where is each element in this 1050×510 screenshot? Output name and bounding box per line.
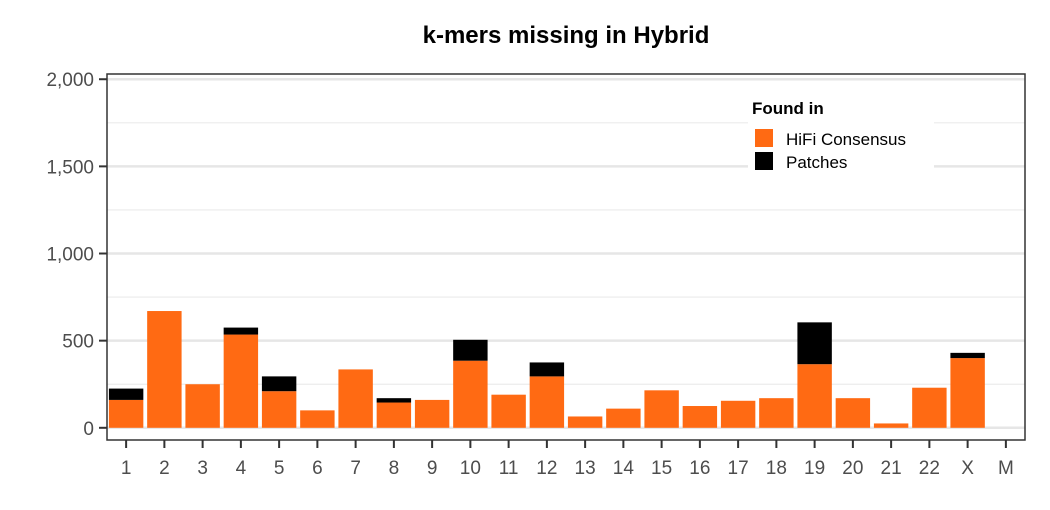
bar-hifi-consensus-chr-14	[606, 408, 641, 428]
x-tick-label: 11	[499, 458, 519, 479]
legend-title: Found in	[752, 99, 824, 118]
bar-hifi-consensus-chr-10	[453, 360, 488, 428]
x-tick-label: 13	[575, 458, 596, 479]
bar-patches-chr-1	[108, 388, 144, 400]
bar-patches-chr-5	[261, 376, 297, 392]
x-tick-label: 18	[766, 458, 787, 479]
x-tick-label: 1	[121, 458, 132, 479]
legend: Found in HiFi Consensus Patches	[748, 92, 934, 176]
bar-hifi-consensus-chr-22	[912, 387, 947, 428]
x-tick-label: 15	[651, 458, 672, 479]
y-tick-label: 1,500	[46, 157, 94, 178]
x-tick-label: 22	[919, 458, 940, 479]
x-axis: 1 2 3 4 5 6 7 8 9 10 11 12 13 14 15 16 17 18 19 20 21 22 X M	[121, 440, 1014, 479]
bar-patches-chr-4	[223, 327, 259, 335]
x-tick-label: 5	[274, 458, 285, 479]
x-tick-label: 19	[804, 458, 825, 479]
x-tick-label: 3	[197, 458, 208, 479]
bar-patches-chr-x	[950, 352, 985, 359]
y-axis: 0 500 1,000 1,500 2,000	[46, 70, 107, 440]
x-tick-label: 6	[312, 458, 323, 479]
bar-hifi-consensus-chr-2	[147, 311, 182, 428]
x-tick-label: 20	[842, 458, 863, 479]
y-tick-label: 2,000	[46, 70, 94, 91]
y-tick-label: 500	[62, 332, 94, 353]
bar-hifi-consensus-chr-5	[261, 391, 297, 428]
x-tick-label: 21	[881, 458, 902, 479]
bar-hifi-consensus-chr-16	[682, 406, 718, 428]
bar-hifi-consensus-chr-8	[376, 402, 412, 428]
bar-patches-chr-8	[376, 398, 412, 403]
legend-key-hifi-consensus	[755, 129, 773, 147]
x-tick-label: 10	[460, 458, 481, 479]
x-tick-label: 17	[728, 458, 749, 479]
bar-patches-chr-10	[453, 339, 488, 361]
bar-hifi-consensus-chr-1	[108, 399, 144, 428]
bar-hifi-consensus-chr-3	[185, 384, 220, 428]
bar-hifi-consensus-chr-12	[529, 376, 565, 428]
x-tick-label: 7	[350, 458, 361, 479]
chart-title: k-mers missing in Hybrid	[423, 22, 710, 49]
bar-hifi-consensus-chr-4	[223, 334, 259, 428]
y-tick-label: 0	[83, 419, 94, 440]
bar-hifi-consensus-chr-x	[950, 358, 985, 428]
legend-background	[748, 92, 934, 176]
bars	[108, 311, 985, 428]
bar-hifi-consensus-chr-20	[835, 398, 871, 428]
bar-hifi-consensus-chr-18	[759, 398, 794, 428]
legend-key-patches	[755, 152, 773, 170]
bar-hifi-consensus-chr-6	[300, 410, 335, 428]
x-tick-label: 16	[689, 458, 710, 479]
bar-patches-chr-12	[529, 362, 565, 377]
x-tick-label: 9	[427, 458, 438, 479]
legend-label-patches: Patches	[786, 153, 847, 172]
x-tick-label: M	[998, 458, 1014, 479]
bar-hifi-consensus-chr-13	[567, 416, 603, 428]
bar-hifi-consensus-chr-11	[491, 394, 526, 428]
bar-hifi-consensus-chr-15	[644, 390, 679, 428]
bar-hifi-consensus-chr-17	[720, 400, 756, 428]
x-tick-label: 14	[613, 458, 635, 479]
x-tick-label: 12	[536, 458, 557, 479]
bar-hifi-consensus-chr-9	[414, 399, 450, 428]
bar-patches-chr-19	[797, 322, 832, 365]
bar-hifi-consensus-chr-7	[338, 369, 373, 428]
legend-label-hifi-consensus: HiFi Consensus	[786, 130, 906, 149]
y-tick-label: 1,000	[46, 245, 94, 266]
x-tick-label: 2	[159, 458, 170, 479]
plot-panel-border	[106, 73, 1026, 441]
x-tick-label: 8	[389, 458, 400, 479]
x-tick-label: 4	[236, 458, 247, 479]
x-tick-label: X	[961, 458, 974, 479]
bar-hifi-consensus-chr-19	[797, 364, 832, 428]
bar-hifi-consensus-chr-21	[873, 423, 909, 428]
gridlines	[107, 77, 1025, 430]
